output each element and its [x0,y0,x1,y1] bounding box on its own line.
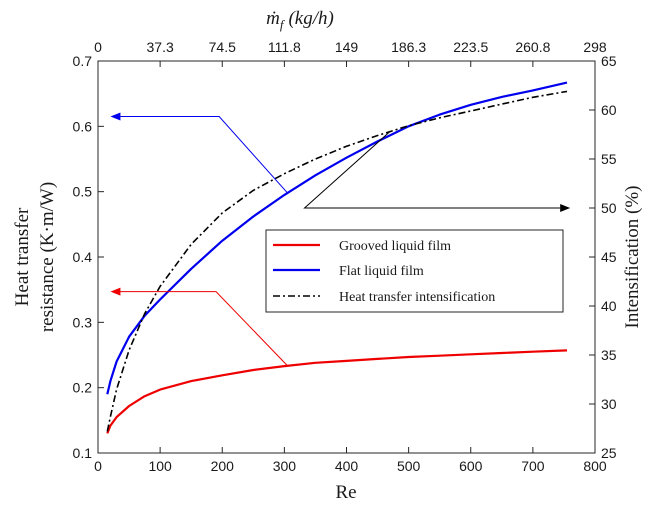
y-left-tick-label: 0.6 [73,118,93,134]
x-tick-label: 500 [397,458,421,474]
y-left-tick-label: 0.7 [73,53,93,69]
top-tick-label: 0 [94,39,102,55]
axes-group: 0 100 200 300 400 500 600 700 800 0 37.3 74.5 111.8 1… [73,39,617,474]
top-axis-title: ṁf (kg/h) [266,8,334,32]
x-tick-label: 100 [148,458,172,474]
x-tick-label: 800 [583,458,607,474]
y-left-tick-label: 0.3 [73,314,93,330]
y-left-title-line1: Heat transfer [12,207,33,306]
y-left-tick-label: 0.4 [73,249,93,265]
y-right-tick-label: 45 [601,249,617,265]
legend-label-grooved: Grooved liquid film [339,239,451,254]
annotation-arrow-head [560,204,571,212]
y-left-title-line2: resistance (K·m/W) [37,182,58,332]
top-axis-title-sub: f [280,17,286,32]
x-tick-label: 700 [521,458,545,474]
y-right-tick-label: 55 [601,151,617,167]
series-line-grooved-liquid-film [106,349,568,434]
y-left-tick-label: 0.5 [73,184,93,200]
y-right-tick-label: 60 [601,102,617,118]
y-right-title: Intensification (%) [622,186,643,329]
y-left-tick-label: 0.1 [73,445,93,461]
legend-label-flat: Flat liquid film [339,264,424,279]
top-tick-label: 149 [335,39,359,55]
annotation-arrow-head [110,112,121,121]
x-tick-label: 200 [211,458,235,474]
x-axis-title: Re [335,482,356,503]
series-line-heat-transfer-intensification [106,90,568,432]
series-line-flat-liquid-film [106,81,568,395]
x-tick-label: 0 [94,458,102,474]
top-axis-title-unit: (kg/h) [288,8,333,29]
top-tick-label: 223.5 [453,39,488,55]
legend: Grooved liquid film Flat liquid film Hea… [265,229,564,313]
annotation-group [110,112,571,367]
y-right-tick-label: 40 [601,298,617,314]
y-right-tick-label: 65 [601,53,617,69]
top-tick-label: 37.3 [147,39,174,55]
annotation-arrow-line [303,131,561,209]
series-group [106,81,568,434]
top-axis-title-main: ṁ [266,8,280,29]
y-right-tick-label: 25 [601,445,617,461]
x-tick-label: 600 [459,458,483,474]
y-right-tick-label: 35 [601,347,617,363]
top-tick-label: 298 [583,39,607,55]
annotation-arrow-line [120,116,288,194]
annotation-arrow-head [110,287,121,296]
y-right-tick-label: 50 [601,200,617,216]
y-right-tick-label: 30 [601,396,617,412]
legend-label-intensification: Heat transfer intensification [339,290,495,305]
y-left-tick-label: 0.2 [73,380,93,396]
top-tick-label: 111.8 [268,39,301,55]
annotation-arrow-line [120,291,288,367]
top-tick-label: 260.8 [515,39,550,55]
top-tick-label: 186.3 [391,39,426,55]
x-tick-label: 300 [273,458,297,474]
x-tick-label: 400 [335,458,359,474]
top-tick-label: 74.5 [209,39,236,55]
